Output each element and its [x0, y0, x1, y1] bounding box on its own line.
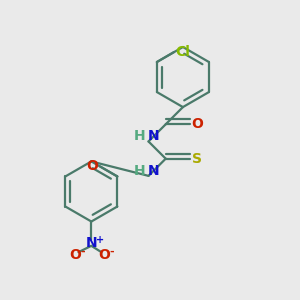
- Text: +: +: [97, 235, 105, 244]
- Text: -: -: [110, 247, 114, 256]
- Text: H: H: [134, 164, 146, 178]
- Text: -: -: [81, 247, 85, 256]
- Text: N: N: [148, 129, 160, 143]
- Text: H: H: [134, 129, 146, 143]
- Text: O: O: [70, 248, 82, 262]
- Text: N: N: [85, 236, 97, 250]
- Text: Cl: Cl: [176, 45, 190, 59]
- Text: O: O: [192, 117, 204, 131]
- Text: S: S: [192, 152, 202, 166]
- Text: O: O: [87, 160, 99, 173]
- Text: O: O: [98, 248, 110, 262]
- Text: N: N: [148, 164, 160, 178]
